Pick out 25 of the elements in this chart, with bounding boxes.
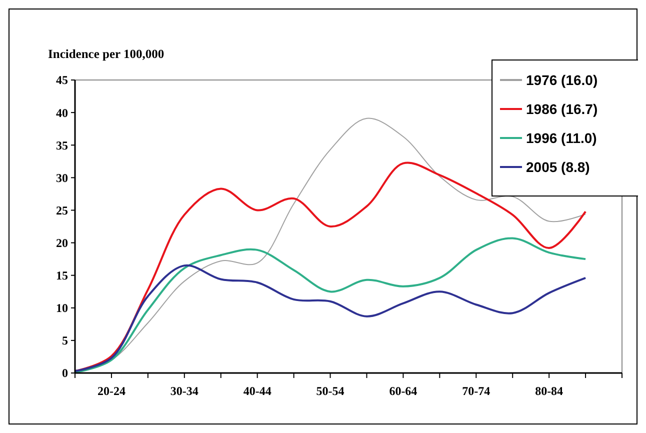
x-tick-label: 50-54 (316, 384, 344, 398)
line-series (74, 162, 587, 372)
y-tick-label: 20 (56, 236, 68, 250)
y-tick-label: 45 (56, 73, 68, 88)
y-tick-label: 5 (62, 334, 68, 348)
y-tick-label: 15 (56, 268, 68, 283)
y-tick-label: 35 (56, 138, 68, 152)
legend-label: 1976 (16.0) (526, 72, 598, 88)
legend-label: 2005 (8.8) (526, 158, 590, 175)
y-tick-label: 40 (56, 106, 68, 120)
legend-label: 1996 (11.0) (526, 130, 597, 146)
x-tick-label: 80-84 (535, 384, 564, 398)
x-tick-label: 40-44 (243, 384, 272, 398)
x-tick-label: 30-34 (170, 384, 198, 398)
legend-label: 1986 (16.7) (526, 100, 598, 117)
y-tick-label: 0 (62, 366, 68, 380)
x-tick-label: 20-24 (97, 384, 126, 398)
y-tick-label: 10 (56, 301, 68, 316)
line-series (74, 237, 587, 374)
y-tick-label: 25 (56, 203, 68, 218)
x-tick-label: 70-74 (462, 384, 490, 398)
x-tick-label: 60-64 (389, 384, 418, 398)
line-series (74, 264, 587, 372)
y-tick-label: 30 (56, 170, 68, 185)
y-axis-title: Incidence per 100,000 (48, 47, 164, 61)
